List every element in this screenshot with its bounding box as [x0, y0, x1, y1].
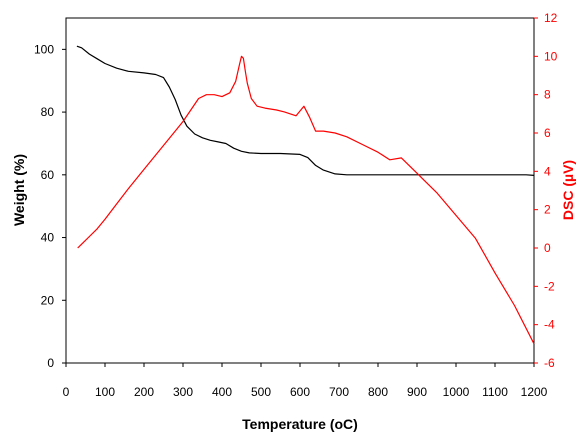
y-left-tick-label: 60 [41, 168, 55, 182]
y-left-axis-ticks: 0 20 40 60 80 100 [34, 42, 66, 370]
dsc-series-line [77, 55, 535, 345]
y-left-tick-label: 20 [41, 293, 55, 307]
x-tick-label: 200 [134, 385, 154, 399]
x-tick-label: 0 [63, 385, 70, 399]
series-layer [76, 45, 535, 345]
y-right-tick-label: 8 [544, 88, 551, 102]
y-right-tick-label: -6 [544, 356, 555, 370]
y-right-tick-label: 4 [544, 164, 551, 178]
y-left-tick-label: 0 [47, 356, 54, 370]
x-tick-label: 1200 [521, 385, 548, 399]
weight-series-line [76, 45, 535, 176]
plot-area [65, 17, 535, 364]
x-tick-label: 600 [290, 385, 310, 399]
y-right-tick-label: -2 [544, 279, 555, 293]
x-axis-label: Temperature (oC) [242, 416, 358, 432]
y-left-tick-label: 100 [34, 42, 54, 56]
x-tick-label: 800 [368, 385, 388, 399]
y-right-tick-label: 6 [544, 126, 551, 140]
y-right-axis-label: DSC (µV) [560, 160, 576, 220]
x-tick-label: 400 [212, 385, 232, 399]
x-tick-label: 100 [95, 385, 115, 399]
y-right-axis-ticks: -6 -4 -2 0 2 4 6 8 10 12 [534, 11, 558, 370]
y-left-tick-label: 40 [41, 231, 55, 245]
x-tick-label: 300 [173, 385, 193, 399]
x-tick-label: 1100 [482, 385, 508, 399]
x-tick-label: 1000 [443, 385, 470, 399]
y-left-tick-label: 80 [41, 105, 55, 119]
y-left-axis-label: Weight (%) [11, 154, 27, 226]
y-right-tick-label: 2 [544, 203, 551, 217]
y-right-tick-label: 0 [544, 241, 551, 255]
x-tick-label: 900 [407, 385, 427, 399]
y-right-tick-label: 10 [544, 49, 558, 63]
y-right-tick-label: 12 [544, 11, 558, 25]
x-tick-label: 700 [329, 385, 349, 399]
x-tick-label: 500 [251, 385, 271, 399]
y-right-tick-label: -4 [544, 318, 555, 332]
x-axis-ticks: 0 100 200 300 400 500 600 700 800 900 1000 1100 1200 [63, 363, 548, 399]
